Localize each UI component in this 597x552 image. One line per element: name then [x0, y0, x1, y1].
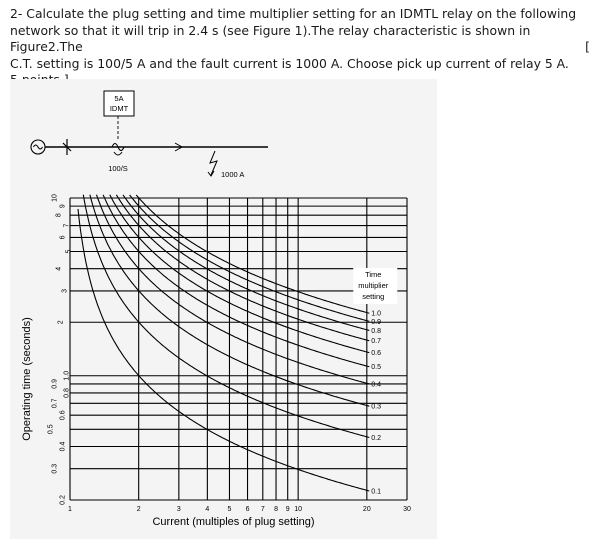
x-tick-label: 1	[68, 506, 72, 513]
legend-title-line-1: Time	[365, 270, 381, 279]
generator-sine-icon	[33, 144, 43, 150]
x-tick-label: 30	[403, 506, 411, 513]
tms-label-0.4: 0.4	[371, 381, 381, 388]
y-tick-label: 6	[60, 235, 67, 239]
figure-panel: 5A IDMT 100/S 1000 A 1 2 3 4 5 6 7 8 9 10 20 30 10 9…	[10, 79, 437, 539]
tms-label-0.5: 0.5	[371, 364, 381, 371]
tms-label-0.7: 0.7	[371, 338, 381, 345]
y-tick-label: 0.5	[48, 424, 55, 434]
question-line-3: C.T. setting is 100/5 A and the fault cu…	[10, 55, 569, 71]
y-axis-label: Operating time (seconds)	[21, 317, 33, 441]
y-tick-label: 0.9	[52, 379, 59, 389]
figure-svg: 5A IDMT 100/S 1000 A 1 2 3 4 5 6 7 8 9 10 20 30 109…	[21, 90, 411, 528]
tms-curve-labels: 1.00.9 0.8 0.7 0.6 0.5 0.4 0.3 0.2 0.1	[371, 311, 381, 496]
y-tick-label: 3	[62, 289, 69, 293]
question-line-1: 2- Calculate the plug setting and time m…	[10, 6, 577, 21]
direction-arrow-icon	[174, 142, 184, 152]
horizontal-gridlines	[70, 197, 407, 501]
y-tick-label: 0.3	[52, 464, 59, 474]
current-transformer-icon	[111, 142, 125, 152]
x-tick-label: 10	[294, 506, 302, 513]
open-bracket: [	[585, 39, 590, 54]
tms-curves	[77, 194, 370, 492]
y-tick-label: 4	[56, 267, 63, 271]
legend-title-line-3: setting	[362, 292, 384, 301]
idmt-characteristic-chart: 1 2 3 4 5 6 7 8 9 10 20 30 10987654321.00.90.80.70.…	[21, 194, 411, 528]
x-tick-label: 2	[137, 506, 141, 513]
tms-curve-0.9	[129, 194, 370, 322]
tms-label-0.1: 0.1	[371, 488, 381, 495]
fault-arrow-head-icon	[207, 170, 215, 177]
tms-curve-0.7	[115, 194, 370, 342]
tms-curve-0.6	[109, 194, 370, 354]
tms-curve-0.3	[89, 194, 370, 407]
x-axis-label: Current (multiples of plug setting)	[152, 516, 314, 528]
tms-label-0.6: 0.6	[371, 350, 381, 357]
x-tick-label: 20	[363, 506, 371, 513]
question-text: 2- Calculate the plug setting and time m…	[10, 6, 590, 89]
tms-label-0.9: 0.9	[371, 319, 381, 326]
y-tick-label: 2	[58, 320, 65, 324]
y-tick-label: 0.6	[60, 410, 67, 420]
y-tick-label: 8	[56, 213, 63, 217]
y-tick-label: 10	[52, 194, 59, 202]
tms-curve-0.4	[95, 194, 370, 385]
x-tick-label: 3	[177, 506, 181, 513]
y-tick-labels: 109 8 7 6 5 4 3 2 1.0 0.9 0.8 0.70.6 0.5 0.4 0.3 0.2	[48, 194, 73, 505]
y-tick-label: 7	[64, 223, 71, 227]
tms-curve-0.5	[102, 194, 370, 368]
x-tick-label: 7	[261, 506, 265, 513]
fault-current-label: 1000 A	[221, 170, 244, 179]
legend-title-line-2: multiplier	[358, 281, 389, 290]
relay-label-idmt: IDMT	[110, 104, 129, 113]
y-tick-label: 1.0	[64, 371, 71, 381]
tms-label-1.0: 1.0	[371, 311, 381, 318]
tms-curve-0.1	[77, 208, 370, 492]
x-tick-label: 5	[228, 506, 232, 513]
tms-curve-1.0	[135, 194, 370, 314]
y-tick-label: 5	[66, 249, 73, 253]
relay-label-5a: 5A	[114, 94, 123, 103]
x-tick-labels: 1 2 3 4 5 6 7 8 9 10 20 30	[68, 506, 411, 513]
vertical-gridlines	[69, 198, 408, 500]
x-tick-label: 8	[274, 506, 278, 513]
fault-lightning-icon	[209, 150, 218, 176]
tms-label-0.8: 0.8	[371, 328, 381, 335]
breaker-cross-icon	[62, 142, 72, 152]
y-tick-label: 0.4	[60, 442, 67, 452]
ct-secondary-icon	[113, 151, 123, 156]
ct-ratio-label: 100/S	[108, 164, 128, 173]
x-tick-label: 4	[205, 506, 209, 513]
relay-box	[103, 90, 135, 117]
tms-legend-background	[353, 268, 398, 304]
circuit-diagram: 5A IDMT 100/S 1000 A	[30, 90, 268, 179]
y-tick-label: 0.7	[52, 398, 59, 408]
tms-label-0.2: 0.2	[371, 435, 381, 442]
x-tick-label: 9	[286, 506, 290, 513]
tms-curve-0.8	[122, 194, 370, 331]
y-tick-label: 0.8	[64, 388, 71, 398]
tms-curve-0.2	[82, 194, 370, 439]
y-tick-label: 9	[59, 204, 66, 208]
x-tick-label: 6	[246, 506, 250, 513]
question-line-2: network so that it will trip in 2.4 s (s…	[10, 22, 531, 55]
y-tick-label: 0.2	[60, 495, 67, 505]
tms-label-0.3: 0.3	[371, 404, 381, 411]
